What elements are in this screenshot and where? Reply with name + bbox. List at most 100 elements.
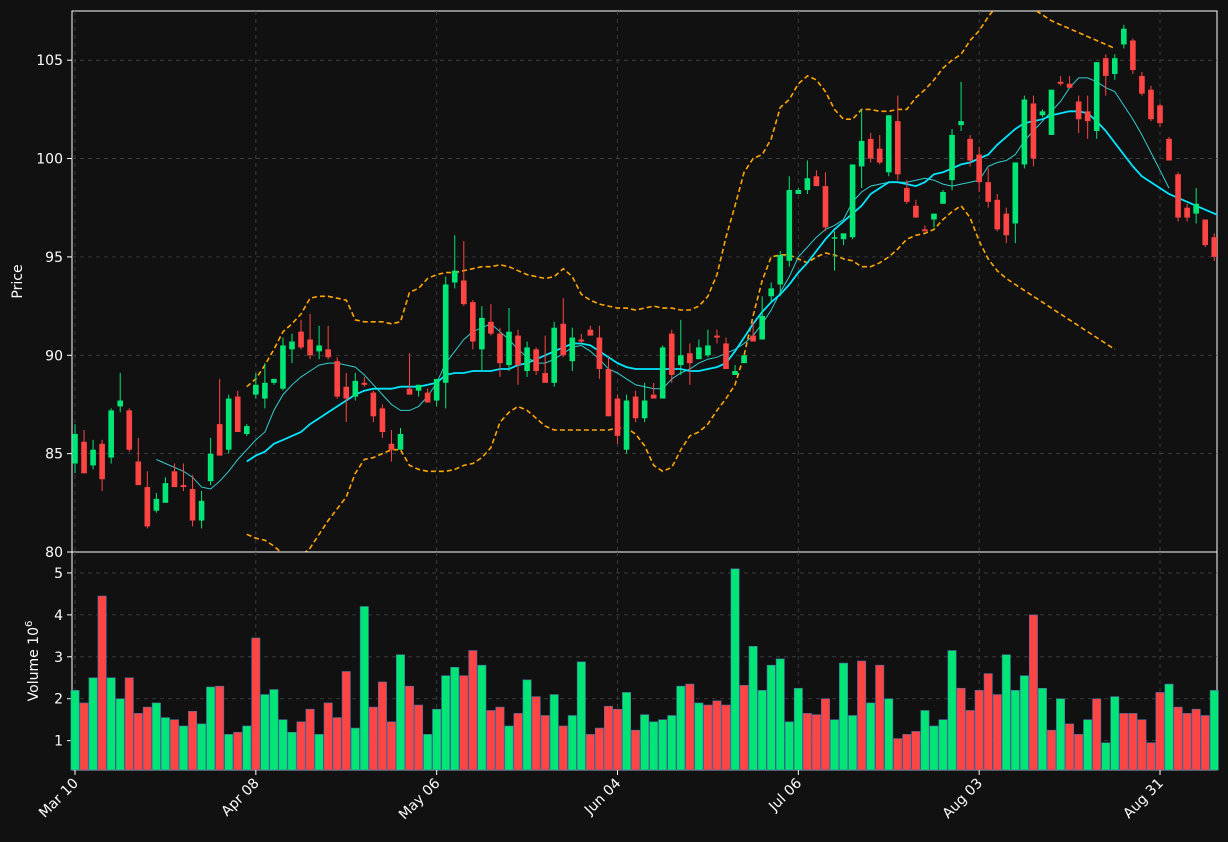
candle-body	[994, 199, 1001, 230]
candle	[976, 146, 982, 192]
candle-body	[171, 471, 178, 488]
candle-body	[1130, 40, 1136, 71]
volume-bar	[432, 708, 442, 771]
candle	[614, 394, 621, 444]
candle	[777, 251, 784, 297]
candle-body	[361, 382, 368, 385]
candle-body	[858, 140, 865, 167]
volume-bars	[70, 568, 1219, 771]
volume-bar	[830, 719, 839, 771]
volume-bar	[495, 706, 505, 771]
candle	[117, 372, 124, 413]
price-tick-label: 95	[45, 250, 63, 266]
candle	[876, 134, 883, 165]
volume-bar	[857, 660, 867, 771]
candle	[533, 347, 539, 375]
volume-bar	[956, 687, 966, 771]
volume-bar	[1191, 708, 1201, 771]
volume-bar	[1065, 723, 1075, 771]
candle	[126, 408, 133, 452]
volume-bar	[585, 734, 595, 771]
volume-bar	[188, 711, 198, 771]
candle	[1111, 54, 1118, 80]
candle	[659, 345, 666, 399]
candle-body	[831, 237, 838, 239]
volume-bar	[79, 702, 89, 771]
candle-body	[668, 333, 675, 375]
candle-body	[307, 339, 313, 356]
candle	[831, 231, 838, 271]
candle	[1066, 75, 1073, 88]
candle-body	[1003, 213, 1010, 236]
volume-bar	[396, 654, 405, 771]
candle	[316, 325, 322, 360]
volume-bar	[1128, 713, 1138, 771]
candle-body	[488, 321, 494, 334]
candle-body	[1193, 203, 1199, 214]
candle	[433, 378, 440, 407]
candle-body	[786, 190, 793, 261]
candle	[894, 95, 901, 181]
candle-body	[1102, 58, 1109, 76]
candle-body	[352, 380, 359, 397]
candle-body	[813, 176, 820, 187]
candle-body	[849, 164, 856, 238]
volume-bar	[242, 725, 252, 771]
volume-bar	[1101, 742, 1111, 771]
candle-body	[623, 400, 630, 450]
volume-bar	[793, 687, 803, 771]
candle-body	[1084, 111, 1091, 122]
volume-bar	[1083, 719, 1093, 771]
candle	[1157, 103, 1163, 128]
price-panel-frame	[71, 10, 1218, 553]
candle-body	[1202, 219, 1209, 246]
candle-body	[922, 229, 928, 232]
candle	[253, 372, 259, 399]
volume-bar	[748, 646, 758, 771]
candle	[234, 390, 241, 432]
candle-body	[144, 487, 151, 527]
candle-body	[551, 327, 558, 383]
volume-bar	[1146, 742, 1156, 771]
candle-body	[1066, 83, 1073, 88]
candle-body	[985, 182, 992, 202]
candle	[641, 382, 648, 423]
candle-body	[379, 408, 386, 432]
candle	[243, 424, 250, 436]
volume-bar	[70, 690, 80, 771]
candle-body	[777, 254, 784, 285]
candle	[171, 463, 178, 488]
candle-body	[1093, 62, 1100, 132]
candle-body	[569, 337, 576, 362]
volume-label-exponent: 6	[24, 621, 35, 627]
candle	[72, 424, 78, 474]
volume-bar	[992, 694, 1002, 771]
candle	[460, 241, 467, 307]
candle-body	[876, 148, 883, 163]
candle	[90, 439, 96, 470]
volume-bar	[278, 719, 288, 771]
candle-body	[759, 315, 765, 340]
candle	[578, 333, 585, 344]
candle-body	[696, 347, 702, 360]
volume-bar	[594, 727, 604, 771]
price-axis-label: Price	[10, 264, 26, 298]
candle-body	[108, 410, 114, 458]
candle	[542, 335, 548, 383]
candle-body	[560, 323, 567, 356]
volume-bar	[640, 714, 650, 771]
candle	[569, 327, 576, 372]
candle-body	[325, 349, 331, 358]
candle	[885, 115, 892, 177]
candle-body	[614, 398, 621, 436]
candle-body	[723, 343, 729, 370]
candle-body	[470, 302, 476, 342]
candle-body	[99, 443, 105, 480]
candle-body	[904, 188, 910, 202]
candle	[506, 308, 512, 372]
candle	[524, 341, 530, 377]
candle	[1166, 136, 1172, 161]
volume-bar	[314, 734, 324, 771]
volume-bar	[206, 686, 216, 771]
volume-bar	[1019, 675, 1029, 771]
